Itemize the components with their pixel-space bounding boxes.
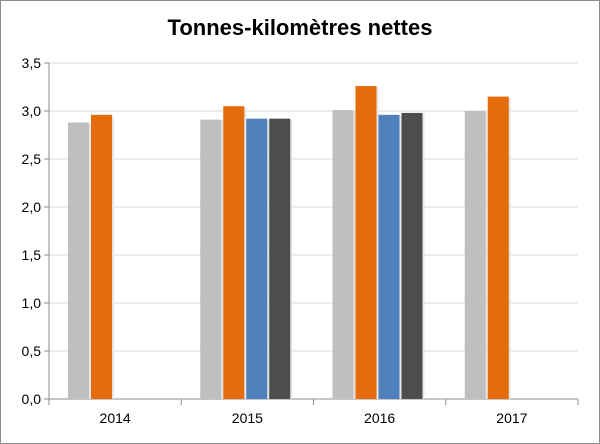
bar [355, 86, 377, 399]
y-tick-label: 1,5 [22, 247, 42, 263]
x-tick-label: 2014 [100, 410, 131, 426]
bar [332, 110, 354, 399]
bar [378, 114, 400, 399]
y-tick-label: 2,5 [22, 151, 42, 167]
y-tick-label: 3,5 [22, 55, 42, 71]
y-tick-label: 3,0 [22, 103, 42, 119]
bar [223, 106, 245, 399]
bar [246, 118, 268, 400]
x-tick-label: 2016 [364, 410, 395, 426]
chart-title: Tonnes-kilomètres nettes [167, 15, 433, 40]
bar [401, 112, 423, 400]
y-tick-label: 0,0 [22, 391, 42, 407]
y-tick-label: 0,5 [22, 343, 42, 359]
bar [68, 122, 89, 400]
x-tick-label: 2017 [496, 410, 527, 426]
y-tick-label: 2,0 [22, 199, 42, 215]
bar [91, 114, 112, 399]
bar [200, 119, 222, 399]
y-tick-label: 1,0 [22, 295, 42, 311]
bar [464, 111, 486, 399]
bar [269, 118, 291, 400]
bar [487, 96, 509, 399]
x-tick-label: 2015 [232, 410, 263, 426]
